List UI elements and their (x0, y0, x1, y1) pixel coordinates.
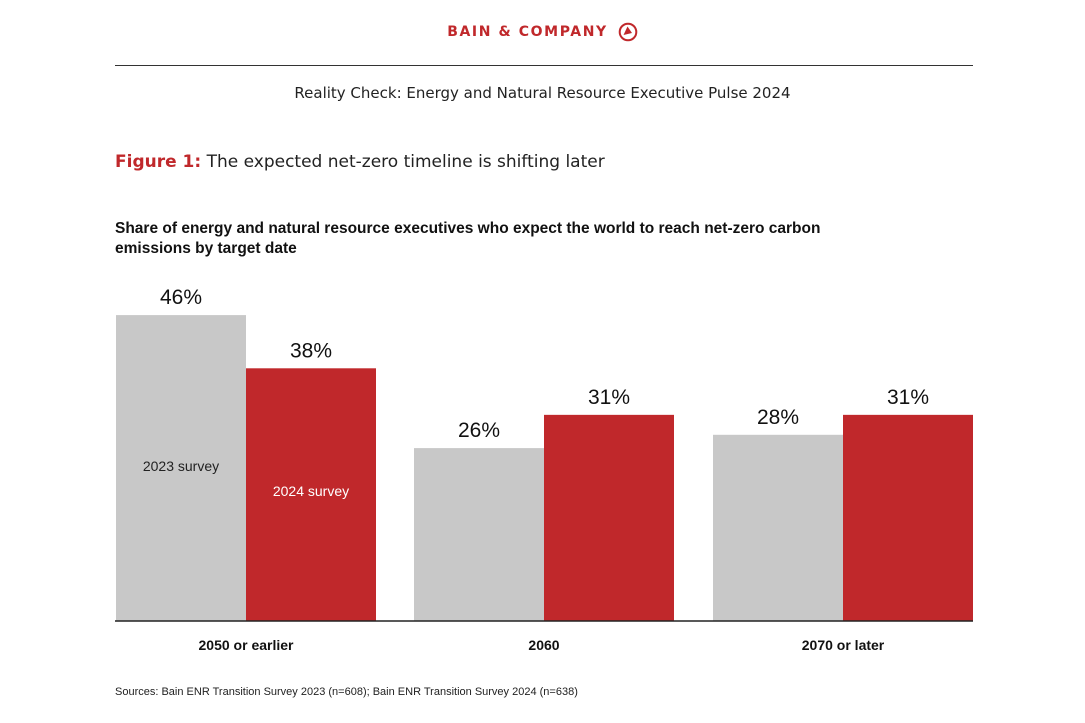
x-tick-label: 2060 (528, 637, 559, 653)
brand-name: BAIN & COMPANY (447, 24, 608, 40)
bain-circle-logo-icon (618, 22, 638, 42)
brand-header: BAIN & COMPANY (0, 22, 1085, 42)
figure-heading: Figure 1: The expected net-zero timeline… (115, 152, 605, 172)
bar-2024-1 (246, 368, 376, 621)
bar-2024-2 (544, 414, 674, 621)
x-tick-label: 2070 or later (802, 637, 885, 653)
bar-2023-3 (713, 434, 843, 621)
bar-2024-3 (843, 414, 973, 621)
figure-caption: The expected net-zero timeline is shifti… (206, 152, 605, 172)
bar-2023-1 (116, 315, 246, 621)
data-label: 26% (458, 419, 500, 442)
data-label: 31% (887, 386, 929, 409)
bar-chart: 46% 2023 survey 38% 2024 survey 2050 or earl… (115, 286, 973, 653)
data-label: 28% (757, 406, 799, 429)
source-note: Sources: Bain ENR Transition Survey 2023… (115, 686, 578, 698)
figure-label: Figure 1: (115, 152, 202, 172)
x-tick-label: 2050 or earlier (199, 637, 295, 653)
bar-2023-2 (414, 448, 544, 621)
data-label: 46% (160, 286, 202, 309)
data-label: 38% (290, 339, 332, 362)
report-title: Reality Check: Energy and Natural Resour… (294, 84, 791, 102)
legend-2023: 2023 survey (143, 458, 219, 474)
data-label: 31% (588, 386, 630, 409)
chart-title: Share of energy and natural resource exe… (115, 220, 821, 257)
header-divider (115, 65, 973, 66)
legend-2024: 2024 survey (273, 483, 349, 499)
